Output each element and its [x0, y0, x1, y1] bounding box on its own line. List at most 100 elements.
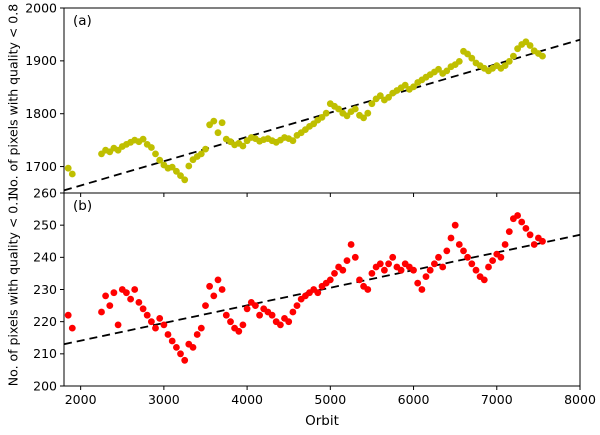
scatter-point [322, 109, 330, 117]
y-tick-label: 2000 [25, 0, 57, 15]
scatter-point [235, 327, 243, 335]
scatter-point [197, 150, 205, 158]
scatter-point [123, 289, 130, 297]
scatter-point [360, 114, 367, 122]
scatter-point [351, 105, 359, 113]
scatter-point [227, 318, 234, 326]
scatter-point [239, 321, 247, 329]
y-tick-label: 260 [33, 185, 57, 200]
scatter-point [173, 344, 180, 351]
scatter-point [189, 344, 197, 351]
scatter-point [148, 318, 155, 326]
scatter-point [218, 286, 226, 293]
scatter-point [185, 162, 193, 170]
scatter-point [139, 135, 147, 143]
y-tick-label: 210 [33, 346, 57, 361]
y-tick-label: 1800 [25, 106, 57, 121]
scatter-point [376, 92, 384, 100]
scatter-point [381, 266, 388, 274]
axes-frame [63, 7, 581, 194]
scatter-point [289, 137, 297, 145]
scatter-point [464, 253, 471, 261]
scatter-point [168, 163, 176, 171]
y-tick-label: 1900 [25, 53, 57, 68]
scatter-point [364, 286, 372, 293]
scatter-point [514, 45, 521, 53]
x-tick-label: 6000 [398, 392, 430, 407]
scatter-point [376, 260, 384, 268]
scatter-point [468, 54, 476, 62]
scatter-point [127, 295, 134, 303]
scatter-point [177, 350, 184, 358]
scatter-point [497, 253, 505, 261]
scatter-point [143, 311, 151, 319]
scatter-point [480, 276, 488, 284]
scatter-point [389, 253, 397, 261]
x-tick-label: 4000 [231, 392, 263, 407]
scatter-point [368, 100, 376, 108]
scatter-point [410, 266, 417, 274]
scatter-point [148, 144, 155, 151]
scatter-point [343, 257, 351, 264]
panel-b: 200 210 220 230 240 250 260 2000 3000 4000 5000 600… [33, 185, 596, 407]
scatter-point [343, 112, 351, 120]
scatter-point [455, 241, 463, 248]
y-axis-label-a: No. of pixels with quality < 0.8 [5, 3, 21, 197]
scatter-point [435, 65, 442, 73]
panel-a-label: (a) [73, 13, 92, 29]
y-tick-label: 250 [33, 217, 57, 232]
scatter-point [539, 237, 546, 245]
scatter-point [222, 311, 230, 319]
scatter-point [110, 289, 118, 297]
y-tick-label: 230 [33, 282, 57, 297]
scatter-point [218, 119, 226, 127]
scatter-point [539, 52, 546, 60]
scatter-point [131, 286, 139, 293]
scatter-point [314, 289, 322, 297]
scatter-point [505, 58, 513, 65]
scatter-point [397, 266, 405, 274]
scatter-point [422, 273, 430, 280]
scatter-point [277, 321, 284, 329]
scatter-point [64, 311, 72, 319]
scatter-point [522, 225, 530, 232]
scatter-point [106, 302, 114, 309]
scatter-point [351, 253, 359, 261]
scatter-point [285, 318, 293, 326]
scatter-point [114, 321, 122, 329]
scatter-point [152, 150, 159, 158]
x-axis-label: Orbit [305, 413, 339, 429]
scatter-point [164, 331, 172, 338]
scatter-point [289, 308, 297, 316]
scatter-point [177, 172, 184, 180]
scatter-point [193, 331, 201, 338]
scatter-point [464, 50, 471, 58]
x-tick-label: 8000 [564, 392, 596, 407]
scatter-point [318, 114, 326, 121]
scatter-point [530, 241, 538, 248]
scatter-point [410, 83, 417, 91]
scatter-point [68, 324, 76, 332]
scatter-point [239, 142, 247, 150]
scatter-point [426, 266, 434, 274]
y-tick-label: 200 [33, 378, 57, 393]
scatter-point [472, 266, 480, 274]
scatter-point [468, 260, 476, 268]
scatter-point [68, 170, 76, 178]
scatter-point [514, 212, 521, 219]
scatter-points [64, 38, 546, 184]
scatter-point [335, 105, 342, 113]
scatter-point [526, 231, 534, 239]
scatter-point [443, 67, 451, 75]
scatter-point [214, 129, 222, 137]
scatter-point [214, 276, 222, 284]
scatter-point [439, 263, 447, 271]
scatter-point [135, 299, 143, 306]
scatter-point [356, 276, 363, 284]
scatter-point [293, 302, 301, 309]
scatter-point [206, 282, 214, 290]
scatter-point [526, 42, 534, 49]
panel-a: 1700 1800 1900 2000 [25, 0, 581, 197]
